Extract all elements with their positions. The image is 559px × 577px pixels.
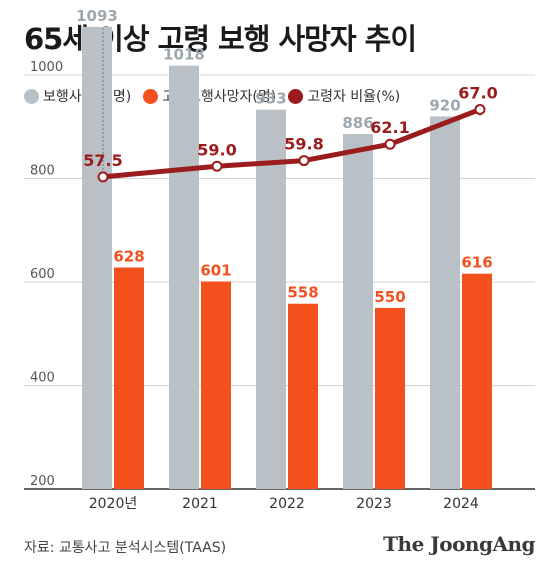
- brand-logo: The JoongAng: [383, 532, 535, 556]
- ratio-point-2: [298, 155, 310, 167]
- bar-total-0: [82, 26, 112, 490]
- bar-total-1: [169, 65, 199, 489]
- ratio-label-3: 62.1: [370, 118, 409, 137]
- data-label-elderly-4: 616: [461, 254, 492, 272]
- data-label-elderly-0: 628: [113, 248, 144, 266]
- bar-total-4: [430, 116, 460, 490]
- x-tick-label-0: 2020년: [89, 496, 138, 512]
- source-note: 자료: 교통사고 분석시스템(TAAS): [24, 540, 227, 556]
- bar-elderly-0: [114, 267, 144, 489]
- data-label-total-1: 1018: [163, 46, 205, 64]
- ratio-point-0: [97, 171, 109, 183]
- legend-swatch-gray: [24, 88, 39, 104]
- legend-swatch-orange: [143, 88, 159, 104]
- data-label-elderly-2: 558: [287, 284, 318, 302]
- bar-total-3: [343, 133, 373, 489]
- data-label-total-2: 933: [255, 90, 286, 108]
- ratio-label-4: 67.0: [458, 83, 497, 102]
- bar-elderly-3: [375, 307, 405, 489]
- x-tick-label-2: 2022: [269, 496, 305, 512]
- ratio-point-1: [211, 160, 223, 172]
- bar-elderly-2: [288, 303, 318, 489]
- legend-item-ratio: 고령자 비율(%): [288, 86, 400, 106]
- legend-swatch-maroon: [288, 88, 304, 104]
- ratio-point-3: [384, 138, 396, 150]
- ratio-label-1: 59.0: [197, 140, 236, 159]
- y-tick-label-200: 200: [30, 474, 55, 489]
- x-tick-label-3: 2023: [356, 496, 392, 512]
- ratio-label-2: 59.8: [284, 135, 323, 154]
- data-label-total-3: 886: [342, 114, 373, 132]
- legend-label-ratio: 고령자 비율(%): [307, 89, 401, 105]
- data-label-total-0: 1093: [76, 7, 118, 25]
- bar-elderly-4: [462, 273, 492, 489]
- bar-elderly-1: [201, 281, 231, 489]
- y-tick-label-400: 400: [30, 371, 55, 386]
- y-tick-label-1000: 1000: [30, 60, 63, 75]
- x-tick-label-4: 2024: [443, 496, 479, 512]
- data-label-total-4: 920: [429, 96, 460, 114]
- ratio-label-0: 57.5: [83, 151, 122, 170]
- y-tick-label-600: 600: [30, 267, 55, 282]
- bar-total-2: [256, 109, 286, 490]
- x-tick-label-1: 2021: [182, 496, 218, 512]
- y-tick-label-800: 800: [30, 164, 55, 179]
- data-label-elderly-3: 550: [374, 288, 405, 306]
- ratio-point-4: [474, 103, 486, 115]
- data-label-elderly-1: 601: [200, 261, 231, 279]
